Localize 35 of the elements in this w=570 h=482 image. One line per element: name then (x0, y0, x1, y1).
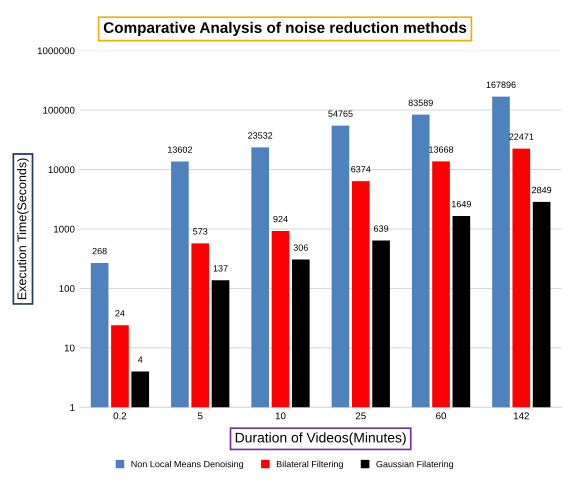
data-label: 137 (214, 265, 228, 272)
data-label: 2849 (532, 186, 552, 194)
data-label: 924 (273, 216, 288, 222)
y-tick-label: 10 (64, 344, 75, 352)
x-tick-label: 5 (198, 412, 203, 420)
data-label: 13602 (168, 146, 192, 153)
data-label: 23532 (248, 132, 272, 139)
data-label: 4 (138, 356, 142, 363)
legend-label: Non Local Means Denoising (132, 460, 244, 470)
y-tick-label: 1000 (54, 226, 75, 233)
y-axis-title: Execution Time(Seconds) (17, 158, 29, 300)
data-label: 83589 (408, 100, 433, 106)
y-tick-label: 10000 (48, 166, 75, 174)
data-label: 268 (92, 248, 107, 254)
data-label: 24 (115, 310, 125, 316)
data-label: 573 (193, 228, 208, 235)
x-tick-label: 0.2 (114, 412, 126, 420)
x-tick-label: 25 (356, 412, 366, 420)
x-axis-title: Duration of Videos(Minutes) (236, 432, 406, 446)
data-label: 306 (294, 244, 308, 251)
y-tick-label: 1 (70, 404, 74, 411)
y-tick-label: 1000000 (38, 47, 75, 54)
data-label: 54765 (328, 110, 353, 117)
data-label: 6374 (351, 166, 371, 172)
chart-title: Comparative Analysis of noise reduction methods (104, 22, 466, 36)
x-tick-label: 142 (514, 412, 529, 420)
x-tick-label: 10 (276, 412, 286, 420)
x-tick-label: 60 (436, 412, 446, 420)
data-label: 167896 (486, 82, 516, 88)
y-tick-label: 100 (59, 285, 75, 292)
legend-label: Gaussian Filatering (376, 460, 454, 470)
data-label: 639 (374, 225, 388, 232)
y-tick-label: 100000 (43, 106, 75, 114)
legend-label: Bilateral Filtering (276, 460, 343, 470)
data-label: 1649 (452, 200, 471, 208)
